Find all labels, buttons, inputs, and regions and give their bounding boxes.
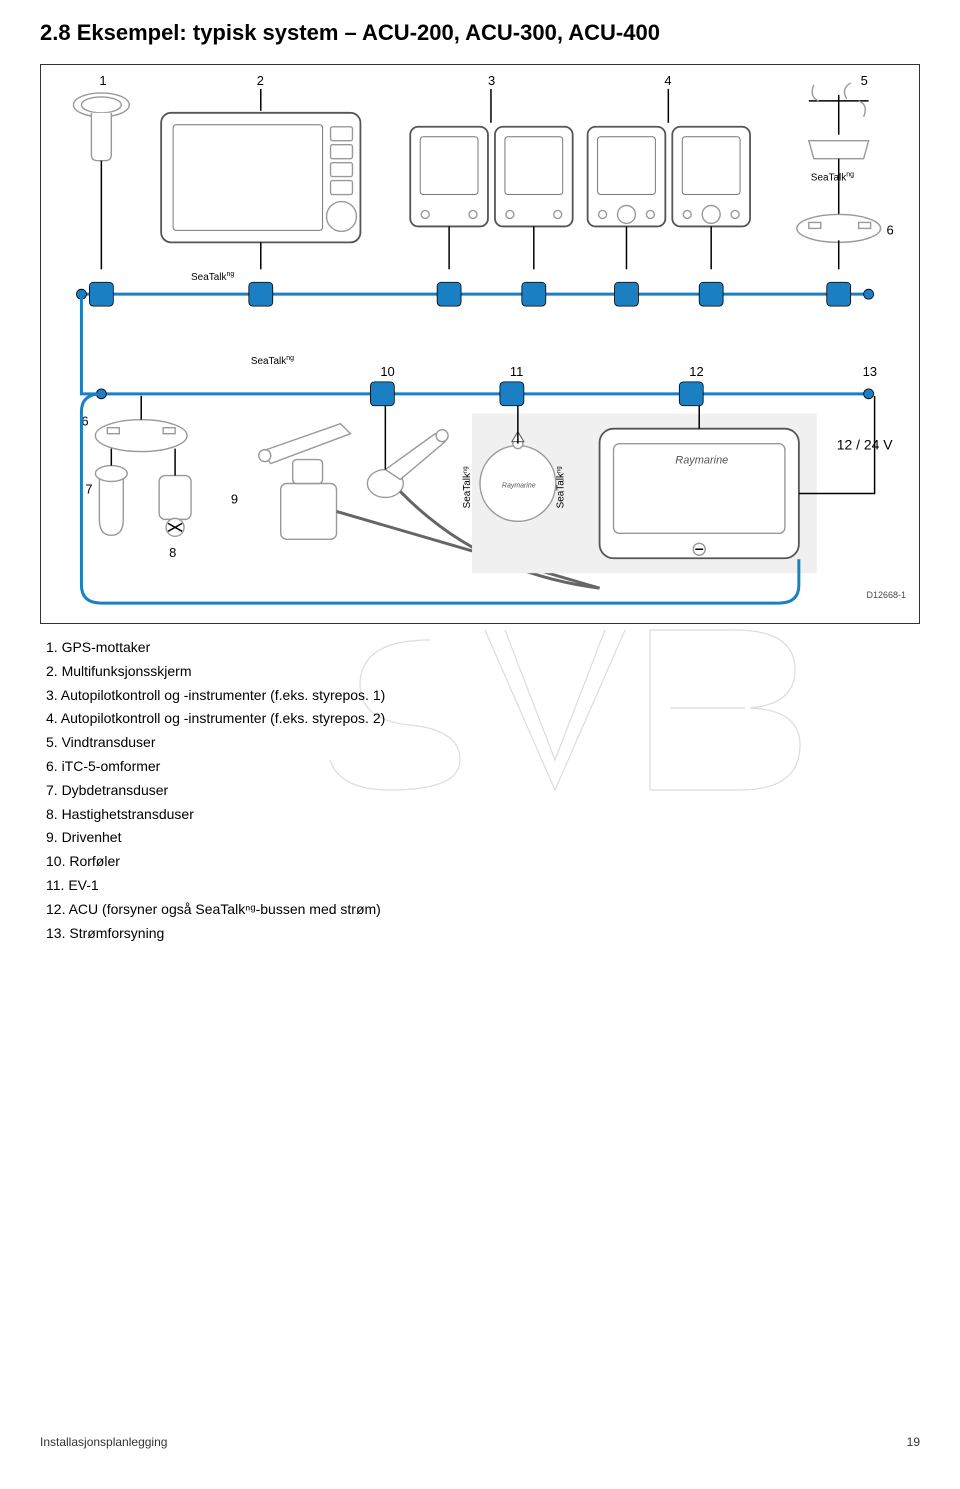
label-12: 12 <box>689 364 703 379</box>
legend-item: 11. EV-1 <box>46 874 920 898</box>
seatalkng-text-1: SeaTalkng <box>811 172 854 184</box>
label-1: 1 <box>99 73 106 88</box>
label-9: 9 <box>231 491 238 506</box>
voltage-label: 12 / 24 V <box>837 437 893 453</box>
brand-acu: Raymarine <box>675 455 728 467</box>
seatalkng-text-top: SeaTalkng <box>191 271 234 283</box>
system-diagram: 1 2 3 <box>40 64 920 624</box>
legend-item: 2. Multifunksjonsskjerm <box>46 660 920 684</box>
label-10: 10 <box>380 364 394 379</box>
legend-item: 13. Strømforsyning <box>46 922 920 946</box>
footer-left: Installasjonsplanlegging <box>40 1435 167 1449</box>
legend-item: 8. Hastighetstransduser <box>46 803 920 827</box>
diagram-ref: D12668-1 <box>866 590 906 600</box>
legend-item: 5. Vindtransduser <box>46 731 920 755</box>
legend-list: 1. GPS-mottaker 2. Multifunksjonsskjerm … <box>46 636 920 945</box>
label-11: 11 <box>510 364 523 379</box>
label-13: 13 <box>863 364 877 379</box>
legend-item: 7. Dybdetransduser <box>46 779 920 803</box>
label-7: 7 <box>85 481 92 496</box>
seatalkng-v-left: SeaTalkng <box>462 466 473 508</box>
legend-item: 12. ACU (forsyner også SeaTalkⁿᵍ-bussen … <box>46 898 920 922</box>
label-5: 5 <box>861 73 868 88</box>
label-6a: 6 <box>887 222 894 237</box>
legend-item: 6. iTC-5-omformer <box>46 755 920 779</box>
legend-item: 9. Drivenhet <box>46 826 920 850</box>
label-2: 2 <box>257 73 264 88</box>
legend-item: 10. Rorføler <box>46 850 920 874</box>
footer-page: 19 <box>907 1435 920 1449</box>
seatalkng-text-mid: SeaTalkng <box>251 355 294 367</box>
legend-item: 4. Autopilotkontroll og -instrumenter (f… <box>46 707 920 731</box>
label-8: 8 <box>169 545 176 560</box>
brand-ev1: Raymarine <box>502 482 536 489</box>
section-title: 2.8 Eksempel: typisk system – ACU-200, A… <box>40 20 920 46</box>
label-4: 4 <box>664 73 671 88</box>
label-3: 3 <box>488 73 495 88</box>
legend-item: 3. Autopilotkontroll og -instrumenter (f… <box>46 684 920 708</box>
legend-item: 1. GPS-mottaker <box>46 636 920 660</box>
